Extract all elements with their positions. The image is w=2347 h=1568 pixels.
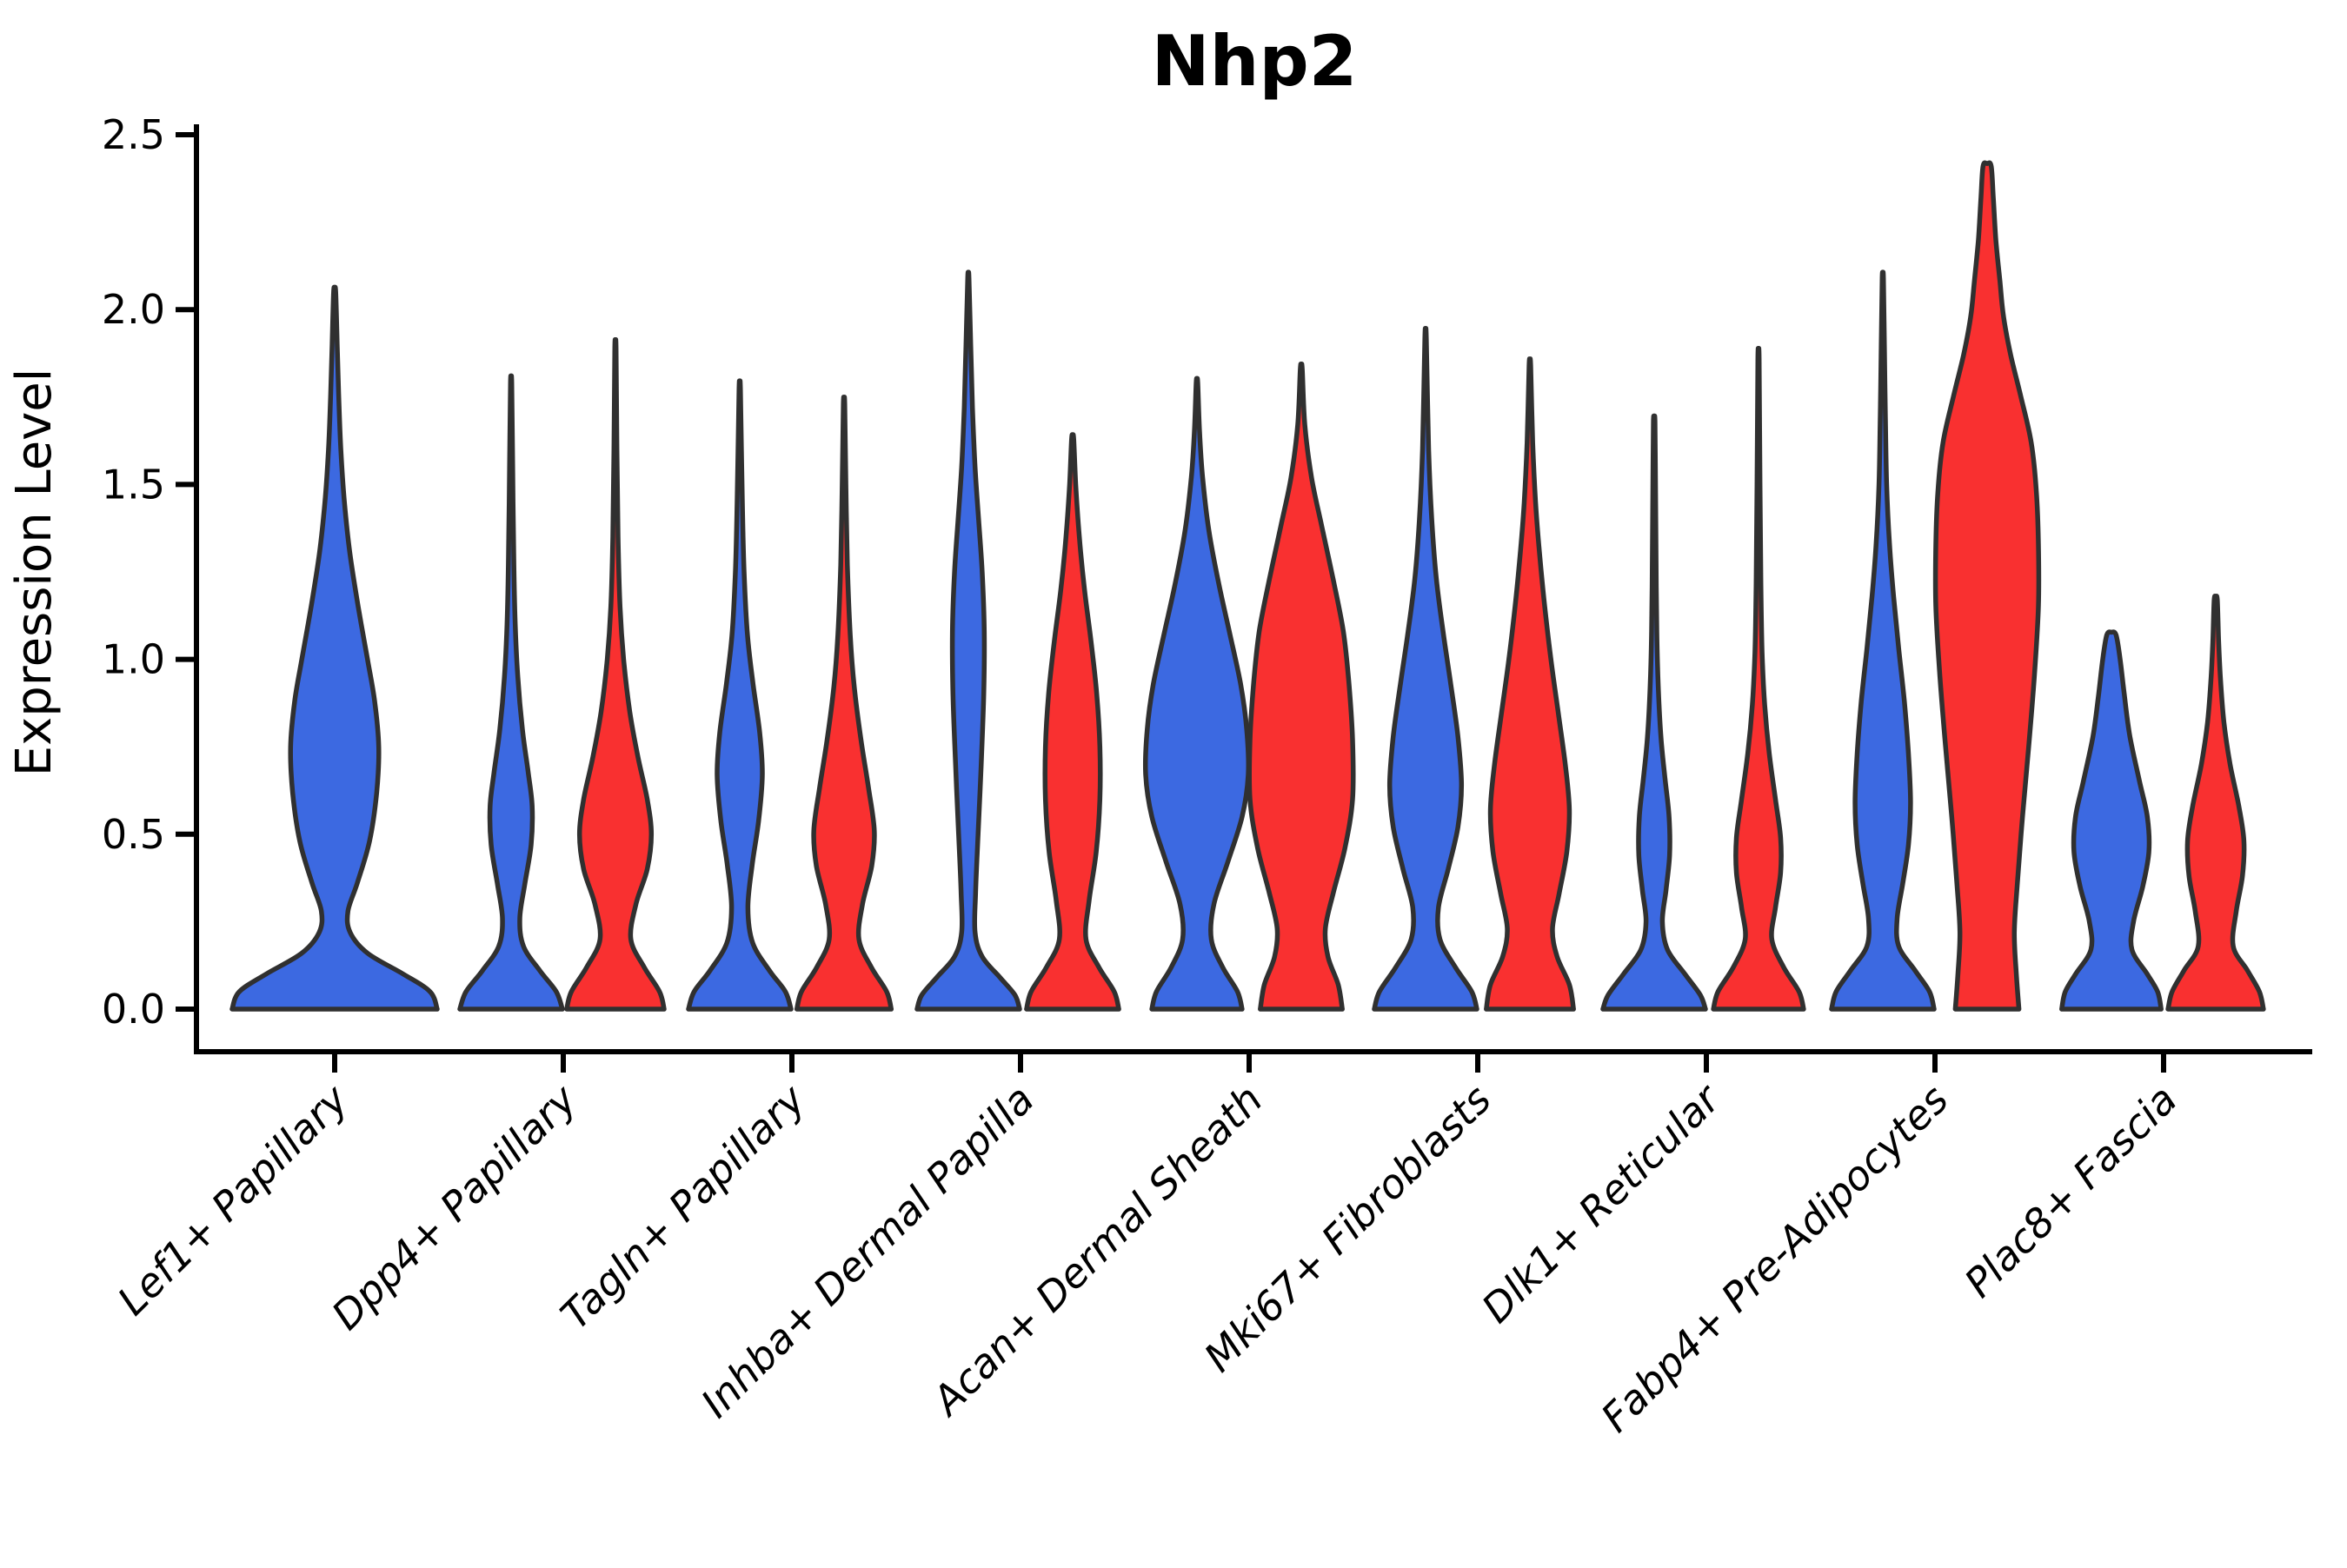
violin-dlk1-reticular-blue [1600, 413, 1708, 1012]
y-tick-label: 2.0 [102, 286, 165, 333]
x-tick-label-6: Dlk1+ Reticular [1473, 1073, 1731, 1332]
violin-mki67-fibroblasts-blue [1372, 326, 1479, 1012]
y-axis-label: Expression Level [6, 369, 63, 777]
violin-dpp4-papillary-blue [457, 373, 565, 1012]
chart-title: Nhp2 [1152, 21, 1358, 102]
violin-fabp4-pre-adipocytes-blue [1829, 269, 1937, 1012]
violin-inhba-dermal-papilla-blue [914, 269, 1022, 1012]
violin-acan-dermal-sheath-blue [1142, 375, 1252, 1012]
violin-tagln-papillary-blue [686, 378, 794, 1012]
violin-dpp4-papillary-red [564, 337, 667, 1012]
violin-fabp4-pre-adipocytes-red [1932, 160, 2042, 1012]
violin-lef1-papillary-blue [229, 284, 440, 1012]
violin-dlk1-reticular-red [1711, 345, 1806, 1012]
violin-mki67-fibroblasts-red [1484, 356, 1576, 1012]
y-tick-label: 0.0 [102, 986, 165, 1033]
x-tick-label-8: Plac8+ Fascia [1955, 1076, 2185, 1306]
y-tick-label: 2.5 [102, 111, 165, 158]
violin-inhba-dermal-papilla-red [1024, 432, 1121, 1012]
violin-plac8-fascia-blue [2059, 629, 2164, 1012]
violin-tagln-papillary-red [794, 395, 894, 1012]
y-tick-label: 1.5 [102, 461, 165, 508]
x-tick-label-0: Lef1+ Papillary [109, 1075, 357, 1324]
violin-acan-dermal-sheath-red [1247, 361, 1356, 1012]
y-tick-label: 1.0 [102, 636, 165, 683]
y-tick-label: 0.5 [102, 811, 165, 858]
x-tick-label-1: Dpp4+ Papillary [322, 1075, 586, 1339]
x-tick-label-2: Tagln+ Papillary [551, 1075, 814, 1339]
violin-plac8-fascia-red [2165, 593, 2266, 1012]
